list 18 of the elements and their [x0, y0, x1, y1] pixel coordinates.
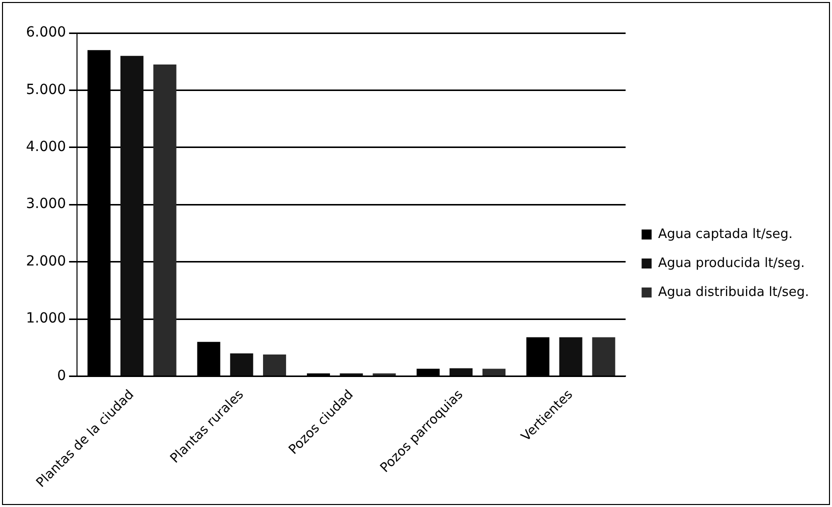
y-tick-label: 3.000 [26, 196, 66, 212]
y-tick-label: 6.000 [26, 24, 66, 41]
y-tick-label: 1.000 [26, 310, 66, 327]
legend-label: Agua producida lt/seg. [658, 256, 805, 271]
bar [263, 354, 286, 376]
y-tick-label: 5.000 [26, 82, 66, 98]
y-tick-label: 4.000 [26, 139, 66, 156]
y-tick-label: 0 [57, 368, 66, 384]
bar [230, 353, 254, 376]
y-tick-label: 2.000 [26, 253, 66, 270]
bar [450, 368, 473, 376]
bar [153, 64, 176, 376]
bar [120, 56, 144, 376]
bar [559, 337, 582, 376]
bar [592, 337, 616, 376]
legend-label: Agua distribuida lt/seg. [658, 284, 810, 300]
bar [482, 368, 506, 376]
legend-label: Agua captada lt/seg. [658, 226, 793, 242]
